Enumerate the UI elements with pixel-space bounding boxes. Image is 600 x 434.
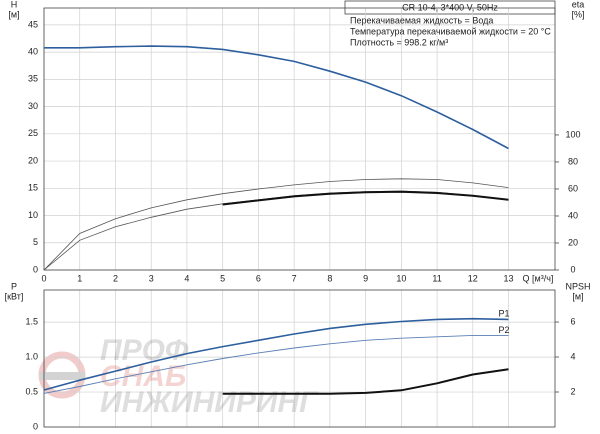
x-tick-label: 13 — [504, 273, 514, 283]
y-tick-label: 1.5 — [25, 317, 38, 327]
series-label: P2 — [499, 325, 510, 335]
x-tick-label: 2 — [113, 273, 118, 283]
plot-frame — [43, 289, 556, 428]
y-tick-label: 1.0 — [25, 351, 38, 361]
chart-title: CR 10-4, 3*400 V, 50Hz — [402, 2, 498, 12]
x-tick-label: 5 — [220, 273, 225, 283]
y-tick-label: 15 — [28, 183, 38, 193]
y-tick-label: 30 — [28, 101, 38, 111]
y2-tick-label: 2 — [570, 386, 575, 396]
y2-tick-label: 40 — [568, 210, 578, 220]
y-tick-label: 20 — [28, 155, 38, 165]
series-label: P1 — [499, 309, 510, 319]
x-tick-label: 7 — [292, 273, 297, 283]
series-line — [222, 368, 509, 395]
y-tick-label: 10 — [28, 210, 38, 220]
y-axis-label: H — [11, 0, 18, 9]
y-axis-label: P — [11, 281, 17, 291]
y-tick-label: 25 — [28, 128, 38, 138]
y-tick-label: 45 — [28, 19, 38, 29]
x-tick-label: 12 — [468, 273, 478, 283]
y2-tick-label: 20 — [568, 237, 578, 247]
y2-tick-label: 4 — [570, 351, 575, 361]
y-axis-label: [м] — [8, 9, 19, 19]
y-axis-label: [кВт] — [5, 291, 24, 301]
x-tick-label: 3 — [149, 273, 154, 283]
x-tick-label: 0 — [41, 273, 46, 283]
x-tick-label: 10 — [396, 273, 406, 283]
x-tick-label: 4 — [184, 273, 189, 283]
series-line — [222, 190, 509, 206]
series-line — [43, 317, 509, 391]
y-tick-label: 5 — [33, 237, 38, 247]
y2-tick-label: 0 — [570, 264, 575, 274]
x-tick-label: 9 — [363, 273, 368, 283]
watermark: ПРОФ — [100, 334, 189, 367]
y-tick-label: 0.5 — [25, 386, 38, 396]
watermark: ИНЖИНИРИНГ — [100, 386, 319, 419]
plot-frame — [43, 7, 556, 271]
x-tick-label: 11 — [432, 273, 441, 283]
annotation: Плотность = 998.2 кг/м³ — [350, 37, 448, 47]
y2-axis-label: NPSH — [565, 281, 590, 291]
watermark: СНАБ — [100, 360, 186, 393]
y2-axis-label: [%] — [571, 9, 584, 19]
title-box — [344, 0, 556, 15]
y2-axis-label: eta — [572, 0, 585, 9]
annotation: Температура перекачиваемой жидкости = 20… — [350, 26, 551, 36]
y2-tick-label: 6 — [570, 316, 575, 326]
y2-tick-label: 80 — [568, 156, 578, 166]
series-line — [44, 45, 509, 150]
y2-tick-label: 100 — [565, 129, 580, 139]
logo — [38, 351, 86, 399]
y2-axis-label: [м] — [572, 291, 583, 301]
x-tick-label: 8 — [327, 273, 332, 283]
y-tick-label: 0 — [33, 264, 38, 274]
y2-tick-label: 60 — [568, 183, 578, 193]
x-tick-label: 6 — [256, 273, 261, 283]
x-axis-label: Q [м³/ч] — [523, 273, 554, 283]
y-tick-label: 35 — [28, 74, 38, 84]
y-tick-label: 0 — [33, 421, 38, 431]
series-line — [43, 334, 509, 394]
annotation: Перекачиваемая жидкость = Вода — [350, 15, 493, 25]
y-tick-label: 40 — [28, 46, 38, 56]
series-line — [43, 178, 509, 271]
x-tick-label: 1 — [77, 273, 82, 283]
